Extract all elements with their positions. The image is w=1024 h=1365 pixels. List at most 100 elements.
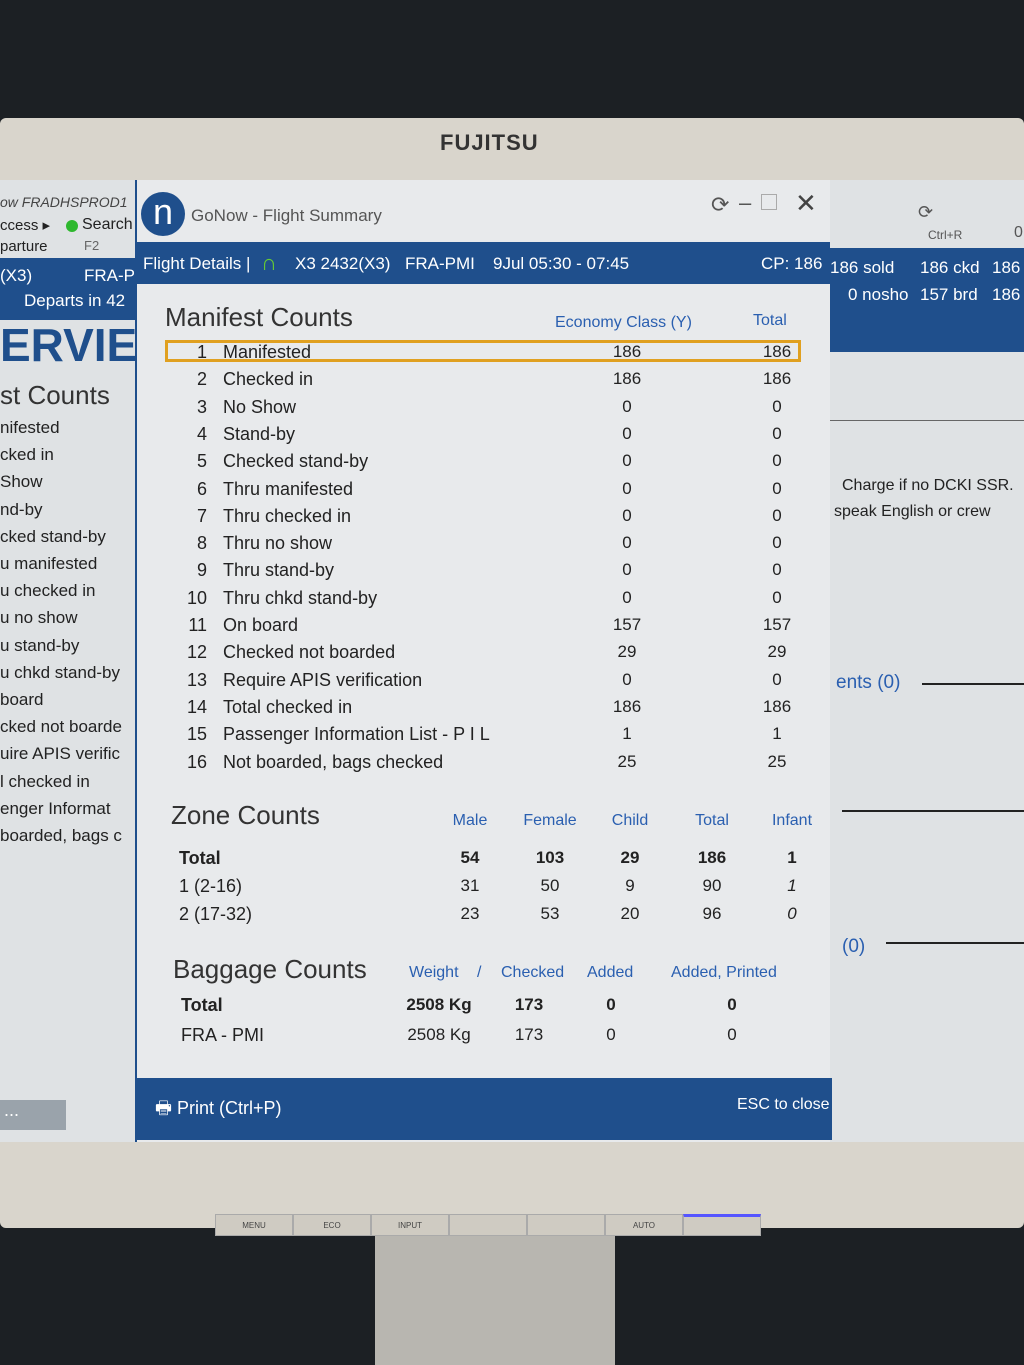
monitor-button[interactable]: MENU bbox=[215, 1214, 293, 1236]
monitor-stand bbox=[375, 1228, 615, 1365]
baggage-title: Baggage Counts bbox=[173, 954, 367, 984]
search-button[interactable]: Search bbox=[82, 216, 133, 233]
noshow-count: 0 nosho bbox=[848, 285, 909, 304]
monitor-button[interactable]: ECO bbox=[293, 1214, 371, 1236]
flight-code: (X3) bbox=[0, 266, 33, 285]
row-label[interactable]: Manifested bbox=[223, 342, 312, 362]
flight-details-label: Flight Details | bbox=[143, 254, 251, 273]
row-label[interactable]: Not boarded, bags checked bbox=[223, 751, 444, 772]
refresh-icon[interactable]: ⟳ bbox=[711, 192, 730, 217]
row-label[interactable]: Require APIS verification bbox=[223, 669, 423, 690]
maximize-button[interactable] bbox=[761, 194, 777, 210]
status-dot-icon bbox=[66, 220, 78, 232]
left-list-item: Show bbox=[0, 472, 43, 492]
flight-time: 9Jul 05:30 - 07:45 bbox=[493, 254, 630, 273]
zone-value: 31 bbox=[460, 876, 480, 895]
baggage-col-header: Added, Printed bbox=[671, 964, 777, 981]
left-list-item: boarded, bags c bbox=[0, 826, 122, 845]
background-window-left: ow FRADHSPROD1 ccess ▸ Search parture F2… bbox=[0, 180, 137, 1142]
screen: ow FRADHSPROD1 ccess ▸ Search parture F2… bbox=[0, 180, 1024, 1142]
process-menu[interactable]: ccess ▸ bbox=[0, 217, 51, 234]
flight-number: X3 2432(X3) bbox=[295, 254, 391, 273]
route: FRA-P bbox=[84, 266, 135, 285]
baggage-value: 0 bbox=[727, 1025, 737, 1044]
airline-logo-icon: ∩ bbox=[261, 250, 277, 275]
row-label[interactable]: Thru chkd stand-by bbox=[223, 587, 378, 608]
monitor-button[interactable]: AUTO bbox=[605, 1214, 683, 1236]
divider bbox=[886, 942, 1024, 944]
total-value: 0 bbox=[772, 587, 782, 607]
total-value: 0 bbox=[772, 423, 782, 443]
monitor-button[interactable] bbox=[527, 1214, 605, 1236]
economy-value: 0 bbox=[622, 533, 632, 553]
monitor-button[interactable] bbox=[449, 1214, 527, 1236]
row-label[interactable]: Passenger Information List - P I L bbox=[223, 724, 490, 745]
close-button[interactable]: ✕ bbox=[795, 188, 817, 218]
sold-count: 186 sold bbox=[830, 258, 895, 277]
total-value: 0 bbox=[772, 533, 782, 553]
row-label[interactable]: Thru checked in bbox=[223, 505, 352, 526]
row-label[interactable]: Checked stand-by bbox=[223, 451, 369, 472]
left-list-item: l checked in bbox=[0, 771, 90, 791]
zone-col-header: Infant bbox=[771, 812, 813, 829]
row-number: 5 bbox=[196, 451, 207, 472]
items-link[interactable]: (0) bbox=[842, 936, 866, 957]
left-list-item: u chkd stand-by bbox=[0, 662, 121, 682]
row-number: 11 bbox=[188, 615, 207, 635]
economy-value: 1 bbox=[622, 724, 632, 744]
zone-col-header: Child bbox=[611, 812, 649, 829]
left-list-item: nd-by bbox=[0, 499, 43, 519]
dialog-footer: 🖶 Print (Ctrl+P) ESC to close bbox=[137, 1078, 832, 1140]
left-list-item: u stand-by bbox=[0, 635, 80, 655]
zone-col-header: Male bbox=[452, 812, 488, 829]
row-label[interactable]: Thru no show bbox=[223, 533, 333, 554]
left-list-item: nifested bbox=[0, 418, 60, 437]
economy-value: 186 bbox=[612, 696, 642, 716]
left-list-item: cked not boarde bbox=[0, 717, 122, 737]
note-text: Charge if no DCKI SSR. bbox=[842, 477, 1014, 494]
selected-row-highlight bbox=[165, 340, 801, 362]
economy-value: 186 bbox=[612, 369, 642, 389]
total-value: 0 bbox=[772, 505, 782, 525]
baggage-value: 2508 Kg bbox=[407, 1025, 471, 1044]
zone-col-header: Total bbox=[695, 812, 729, 829]
baggage-value: 0 bbox=[606, 1025, 616, 1044]
left-list-item: cked stand-by bbox=[0, 526, 106, 546]
row-label[interactable]: Thru stand-by bbox=[223, 560, 335, 581]
env-label: ow FRADHSPROD1 bbox=[0, 194, 128, 210]
row-label[interactable]: Checked in bbox=[223, 369, 314, 390]
row-label[interactable]: No Show bbox=[223, 396, 297, 417]
total-value: 0 bbox=[772, 560, 782, 580]
departure-label: parture bbox=[0, 238, 48, 255]
economy-value: 25 bbox=[617, 751, 637, 771]
row-number: 1 bbox=[196, 342, 207, 362]
left-list-item: uire APIS verific bbox=[0, 744, 120, 764]
row-number: 3 bbox=[196, 396, 207, 417]
row-number: 2 bbox=[196, 369, 207, 390]
row-label[interactable]: Stand-by bbox=[223, 423, 296, 444]
more-button[interactable]: ... bbox=[0, 1100, 66, 1130]
row-label[interactable]: Checked not boarded bbox=[223, 642, 396, 663]
row-label[interactable]: On board bbox=[223, 615, 299, 635]
monitor-button[interactable]: INPUT bbox=[371, 1214, 449, 1236]
comments-link[interactable]: ents (0) bbox=[836, 672, 901, 693]
row-label[interactable]: Total checked in bbox=[223, 696, 353, 717]
monitor-brand-logo: FUJITSU bbox=[440, 130, 539, 155]
left-list-item: u checked in bbox=[0, 581, 96, 601]
zone-title: Zone Counts bbox=[171, 800, 320, 830]
esc-close-hint[interactable]: ESC to close bbox=[737, 1096, 830, 1113]
minimize-button[interactable]: – bbox=[739, 190, 752, 215]
divider bbox=[842, 810, 1024, 812]
checked-count: 186 ckd bbox=[920, 258, 980, 277]
row-number: 9 bbox=[196, 560, 207, 581]
refresh-icon[interactable]: ⟳ bbox=[918, 202, 934, 222]
zone-value: 23 bbox=[460, 904, 480, 923]
manifest-title: Manifest Counts bbox=[165, 302, 353, 332]
row-number: 15 bbox=[186, 724, 207, 745]
row-label[interactable]: Thru manifested bbox=[223, 478, 354, 499]
print-button[interactable]: 🖶 Print (Ctrl+P) bbox=[155, 1096, 282, 1126]
baggage-row-label: FRA - PMI bbox=[181, 1025, 265, 1045]
monitor-button[interactable] bbox=[683, 1214, 761, 1236]
background-window-right: ⟳ Ctrl+R 0 186 sold 186 ckd 186 0 nosho … bbox=[830, 180, 1024, 1142]
zone-value: 0 bbox=[787, 904, 797, 923]
